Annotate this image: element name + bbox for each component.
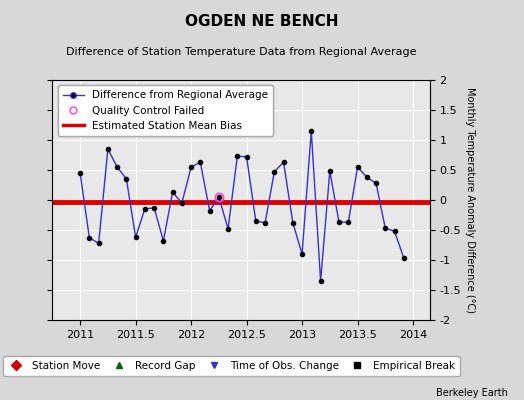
Y-axis label: Monthly Temperature Anomaly Difference (°C): Monthly Temperature Anomaly Difference (…: [465, 87, 475, 313]
Text: Berkeley Earth: Berkeley Earth: [436, 388, 508, 398]
Legend: Difference from Regional Average, Quality Control Failed, Estimated Station Mean: Difference from Regional Average, Qualit…: [58, 85, 273, 136]
Title: Difference of Station Temperature Data from Regional Average: Difference of Station Temperature Data f…: [66, 47, 416, 57]
Text: OGDEN NE BENCH: OGDEN NE BENCH: [185, 14, 339, 29]
Legend: Station Move, Record Gap, Time of Obs. Change, Empirical Break: Station Move, Record Gap, Time of Obs. C…: [3, 356, 461, 376]
